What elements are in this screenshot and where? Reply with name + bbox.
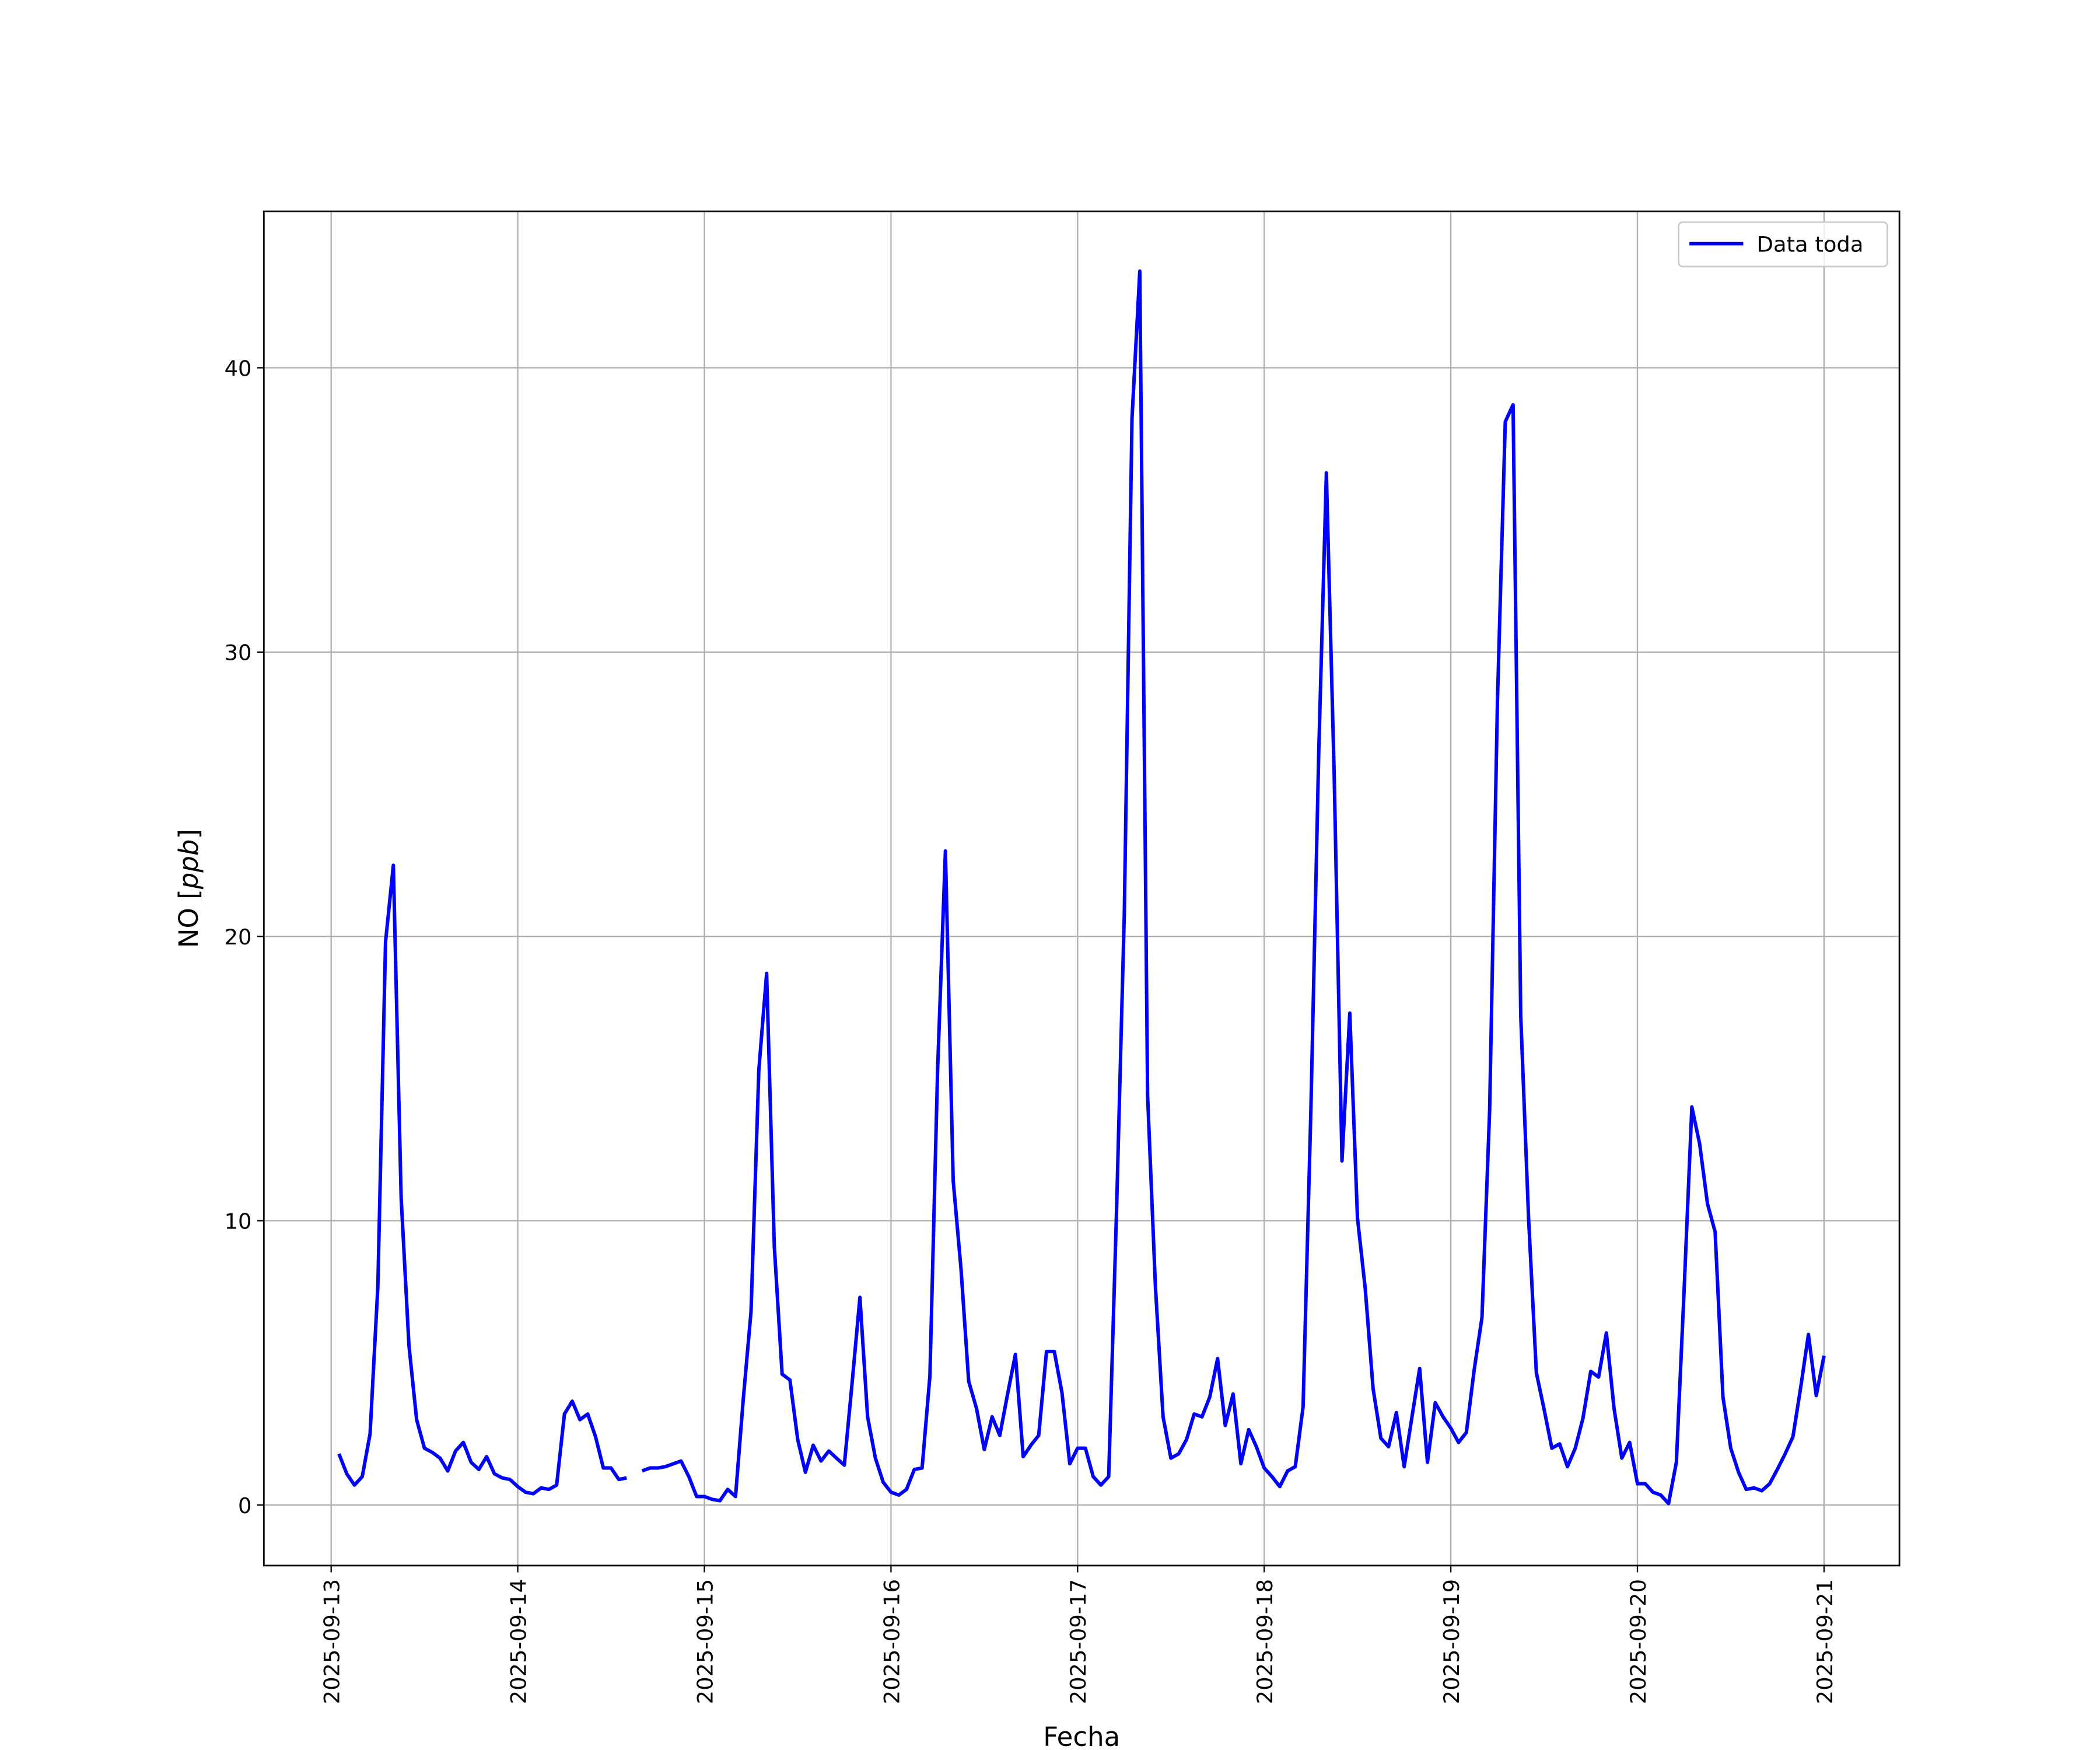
- x-tick-label: 2025-09-15: [692, 1579, 718, 1704]
- y-tick-label: 20: [225, 925, 252, 950]
- x-tick-label: 2025-09-14: [506, 1579, 531, 1704]
- x-tick-label: 2025-09-18: [1252, 1579, 1278, 1704]
- x-tick-label: 2025-09-17: [1066, 1579, 1091, 1704]
- x-axis: 2025-09-13 2025-09-14 2025-09-15 2025-09-16…: [320, 1565, 1838, 1704]
- y-axis-label-bracket-close: ]: [173, 829, 204, 839]
- legend: Data toda: [1678, 221, 1888, 268]
- x-axis-label: Fecha: [1043, 1721, 1120, 1750]
- legend-box: [1678, 221, 1888, 268]
- x-tick-label: 2025-09-13: [320, 1579, 345, 1704]
- x-tick-label: 2025-09-20: [1626, 1579, 1651, 1704]
- x-tick-label: 2025-09-21: [1812, 1579, 1838, 1704]
- y-axis-label-text: NO: [173, 900, 204, 948]
- y-tick-label: 40: [225, 356, 252, 381]
- y-axis-label: NO [ppb]: [173, 829, 204, 948]
- y-tick-label: 30: [225, 640, 252, 666]
- y-axis-label-unit: ppb: [173, 839, 204, 890]
- series-line-segment: [641, 269, 1826, 1506]
- y-tick-label: 10: [225, 1209, 252, 1234]
- legend-entry-label: Data toda: [1757, 232, 1864, 257]
- y-tick-label: 0: [238, 1493, 251, 1518]
- x-tick-label: 2025-09-16: [879, 1579, 904, 1704]
- grid: [264, 211, 1900, 1566]
- y-axis: 0 10 20 30 40: [225, 356, 264, 1518]
- series-line-segment: [337, 863, 627, 1496]
- series-layer: [337, 269, 1826, 1506]
- y-axis-label-bracket-open: [: [173, 889, 204, 900]
- plot-frame: [262, 210, 1901, 1567]
- x-tick-label: 2025-09-19: [1439, 1579, 1464, 1704]
